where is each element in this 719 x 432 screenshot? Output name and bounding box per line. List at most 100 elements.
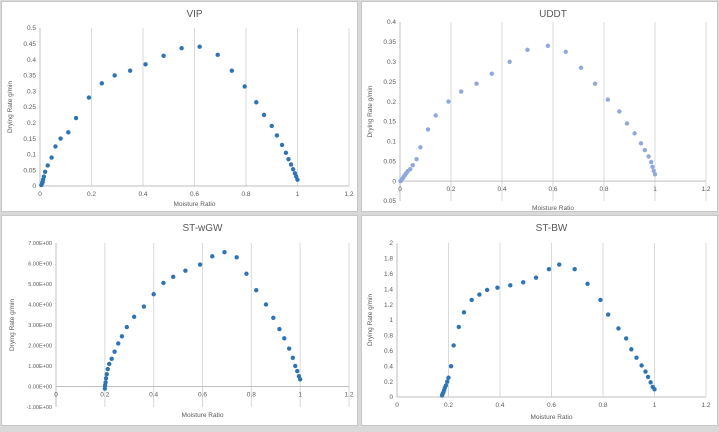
y-tick-label: 0.3 (387, 59, 396, 66)
y-tick-label: 0.1 (387, 139, 396, 146)
data-point (151, 292, 156, 297)
data-point (66, 130, 71, 135)
data-point (617, 109, 622, 114)
x-tick-label: 0.2 (444, 402, 453, 409)
y-tick-label: 0.05 (383, 158, 396, 165)
data-point (161, 280, 166, 286)
data-point (197, 44, 202, 49)
data-point (648, 380, 653, 385)
data-point (277, 326, 282, 332)
y-tick-label: 0.00E+00 (28, 385, 52, 391)
data-point (99, 81, 105, 86)
data-point (652, 387, 657, 392)
data-point (293, 363, 298, 369)
chart-panel-uddt: 0.05 0 0.05 0.1 0.15 0.2 0.25 0.3 0.35 0.4 0 0.2 0.4… (361, 1, 718, 212)
data-point (605, 312, 611, 317)
data-point (572, 266, 577, 272)
data-point (124, 324, 130, 330)
y-tick-label: 2.00E+00 (28, 344, 52, 350)
y-tick-label: 0.5 (27, 25, 36, 32)
data-point (112, 73, 117, 78)
data-point (274, 133, 280, 138)
data-point (520, 280, 526, 285)
data-point (73, 115, 79, 121)
data-point (53, 144, 58, 149)
chart-panel-vip: 0 0.05 0.1 0.15 0.2 0.25 0.3 0.35 0.4 0.45 0.5 0 0.2… (1, 1, 358, 212)
chart-st-bw: 0 0.2 0.4 0.6 0.8 1 1.2 1.4 1.6 1.8 2 0 0.2 0.4 0.6 0.8… (367, 223, 711, 421)
y-tick-label: 0.05 (23, 167, 36, 174)
x-tick-label: 0.2 (87, 191, 96, 198)
x-tick-label: 0.2 (446, 186, 455, 193)
data-point (103, 376, 109, 381)
data-point (489, 71, 494, 76)
y-tick-label: 0.25 (383, 79, 396, 86)
chart-title: ST-wGW (183, 223, 224, 234)
data-point (45, 163, 50, 168)
x-tick-label: 0 (38, 191, 42, 198)
data-point (288, 162, 294, 167)
data-point (508, 283, 513, 288)
x-tick-label: 0.4 (149, 392, 158, 399)
y-tick-label: 7.00E+00 (28, 241, 52, 247)
data-point (41, 174, 47, 179)
y-axis-title: Drying Rate g/min (9, 299, 16, 351)
data-point (197, 262, 203, 267)
x-tick-label: 0.2 (100, 392, 109, 399)
data-point (49, 155, 54, 160)
x-axis-title: Moisture Ratio (174, 201, 216, 208)
data-point (215, 52, 220, 58)
data-point (254, 100, 259, 105)
y-tick-label: 1.2 (384, 302, 393, 309)
y-tick-label: 0.4 (384, 363, 393, 370)
data-point (651, 168, 656, 173)
data-point (629, 347, 634, 352)
data-point (109, 356, 114, 362)
y-tick-label: 0 (32, 183, 36, 190)
data-point (107, 361, 112, 367)
data-point (119, 334, 125, 339)
data-point (469, 297, 474, 303)
data-point (592, 81, 598, 86)
data-point (634, 355, 639, 360)
x-tick-label: 1.2 (344, 191, 353, 198)
data-point (410, 163, 415, 168)
data-point (642, 147, 647, 153)
data-point (229, 68, 235, 73)
data-point (210, 254, 215, 259)
data-point (244, 271, 249, 276)
data-point (645, 374, 651, 380)
data-point (127, 68, 133, 73)
y-tick-label: 0.2 (384, 379, 393, 386)
data-point (533, 275, 539, 280)
y-tick-label: 0.2 (387, 99, 396, 106)
data-point (86, 95, 92, 100)
data-point (507, 59, 512, 64)
y-tick-label: 0.25 (23, 104, 36, 111)
data-point (443, 383, 449, 388)
data-point (632, 131, 637, 136)
data-point (448, 364, 454, 369)
y-tick-label: 0.35 (23, 73, 36, 80)
y-tick-label: 0.35 (383, 39, 396, 46)
data-point (616, 326, 621, 331)
data-point (446, 375, 451, 380)
y-tick-label: 1.6 (384, 271, 393, 278)
data-point (290, 355, 296, 360)
data-point (103, 380, 108, 385)
data-point (650, 164, 655, 169)
x-tick-label: 1 (298, 392, 302, 399)
x-tick-label: 0 (54, 392, 58, 399)
chart-panel-st-wgw: -1.00E+00 0.00E+00 1.00E+00 2.00E+00 3.00E+0… (1, 215, 358, 426)
data-point (279, 142, 285, 148)
chart-title: VIP (186, 9, 202, 20)
x-tick-label: 1.2 (701, 402, 710, 409)
x-axis-title: Moisture Ratio (532, 205, 574, 212)
y-tick-label: 0.15 (23, 136, 36, 143)
data-point (297, 377, 303, 382)
data-point (643, 369, 648, 374)
data-point (222, 250, 227, 255)
y-tick-label: 1.00E+00 (28, 364, 52, 370)
y-tick-label: 1.8 (384, 256, 393, 263)
x-tick-label: 0.8 (241, 191, 250, 198)
